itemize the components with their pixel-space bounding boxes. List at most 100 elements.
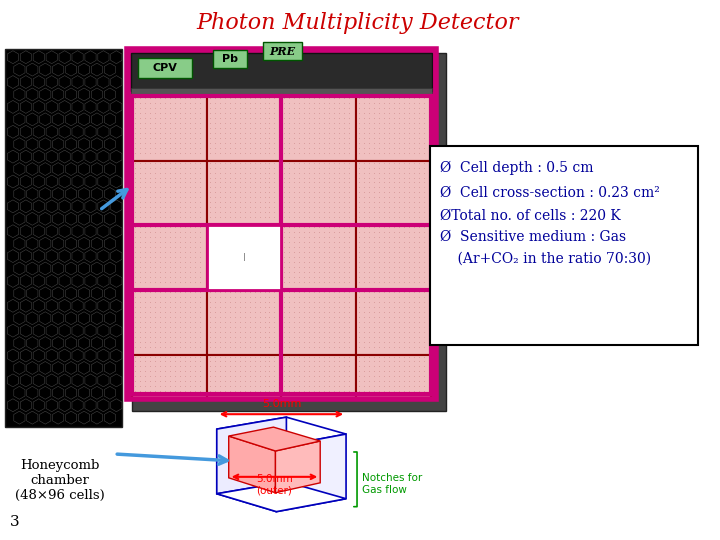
Polygon shape (91, 63, 102, 76)
Polygon shape (78, 63, 89, 76)
Polygon shape (27, 63, 38, 76)
Polygon shape (27, 237, 38, 250)
Polygon shape (14, 237, 25, 250)
Polygon shape (33, 125, 45, 138)
Polygon shape (66, 63, 77, 76)
Polygon shape (40, 386, 51, 399)
Polygon shape (7, 175, 19, 188)
Polygon shape (91, 88, 102, 101)
Polygon shape (104, 63, 115, 76)
Polygon shape (7, 150, 19, 163)
Polygon shape (98, 76, 109, 89)
Polygon shape (98, 274, 109, 287)
Polygon shape (46, 399, 58, 411)
Bar (131, 88, 431, 96)
Polygon shape (53, 138, 64, 151)
Bar (132, 96, 207, 160)
Polygon shape (33, 175, 45, 188)
Polygon shape (104, 212, 115, 225)
Bar (127, 49, 436, 399)
Polygon shape (66, 88, 77, 101)
Polygon shape (91, 237, 102, 250)
Polygon shape (33, 200, 45, 213)
Polygon shape (98, 324, 109, 337)
Polygon shape (7, 324, 19, 337)
Polygon shape (33, 274, 45, 287)
Polygon shape (104, 237, 115, 250)
Text: Honeycomb
chamber
(48×96 cells): Honeycomb chamber (48×96 cells) (15, 459, 104, 502)
Polygon shape (14, 262, 25, 275)
Polygon shape (104, 361, 115, 374)
Polygon shape (53, 187, 64, 200)
Polygon shape (53, 361, 64, 374)
Polygon shape (33, 399, 45, 411)
Polygon shape (27, 312, 38, 325)
Polygon shape (7, 249, 19, 262)
Bar (430, 146, 698, 345)
Polygon shape (85, 200, 96, 213)
Polygon shape (27, 411, 38, 424)
Polygon shape (66, 361, 77, 374)
Polygon shape (33, 324, 45, 337)
Polygon shape (104, 138, 115, 151)
Polygon shape (40, 287, 51, 300)
Polygon shape (40, 63, 51, 76)
Bar (207, 160, 282, 225)
Polygon shape (46, 349, 58, 362)
Polygon shape (66, 113, 77, 126)
Polygon shape (53, 88, 64, 101)
Polygon shape (98, 399, 109, 411)
Polygon shape (20, 125, 32, 138)
Polygon shape (59, 374, 71, 387)
Bar (282, 96, 356, 160)
Polygon shape (27, 163, 38, 176)
Polygon shape (111, 299, 122, 312)
Polygon shape (14, 138, 25, 151)
Polygon shape (14, 386, 25, 399)
Polygon shape (78, 386, 89, 399)
Polygon shape (72, 274, 84, 287)
Polygon shape (104, 262, 115, 275)
Polygon shape (217, 482, 346, 511)
Polygon shape (14, 361, 25, 374)
Polygon shape (111, 100, 122, 113)
Polygon shape (91, 138, 102, 151)
Polygon shape (85, 51, 96, 64)
Polygon shape (40, 411, 51, 424)
Polygon shape (85, 274, 96, 287)
Polygon shape (20, 200, 32, 213)
Polygon shape (14, 63, 25, 76)
Polygon shape (111, 76, 122, 89)
Text: I: I (243, 253, 246, 262)
Text: Ø  Cell depth : 0.5 cm: Ø Cell depth : 0.5 cm (439, 160, 593, 175)
Polygon shape (27, 187, 38, 200)
Polygon shape (33, 76, 45, 89)
Polygon shape (78, 262, 89, 275)
Polygon shape (111, 51, 122, 64)
Polygon shape (78, 113, 89, 126)
Polygon shape (91, 336, 102, 349)
Polygon shape (104, 386, 115, 399)
Polygon shape (59, 349, 71, 362)
Polygon shape (104, 187, 115, 200)
Polygon shape (217, 429, 276, 511)
Polygon shape (78, 88, 89, 101)
Bar (356, 96, 431, 160)
Text: PRE: PRE (269, 46, 295, 57)
Polygon shape (33, 100, 45, 113)
Polygon shape (111, 249, 122, 262)
Polygon shape (78, 336, 89, 349)
Polygon shape (104, 163, 115, 176)
Polygon shape (72, 225, 84, 238)
Polygon shape (98, 100, 109, 113)
Polygon shape (53, 287, 64, 300)
Polygon shape (40, 138, 51, 151)
Polygon shape (91, 262, 102, 275)
Bar (132, 290, 207, 355)
Polygon shape (85, 150, 96, 163)
Polygon shape (40, 262, 51, 275)
Polygon shape (53, 411, 64, 424)
Polygon shape (20, 175, 32, 188)
Polygon shape (27, 287, 38, 300)
Polygon shape (53, 262, 64, 275)
